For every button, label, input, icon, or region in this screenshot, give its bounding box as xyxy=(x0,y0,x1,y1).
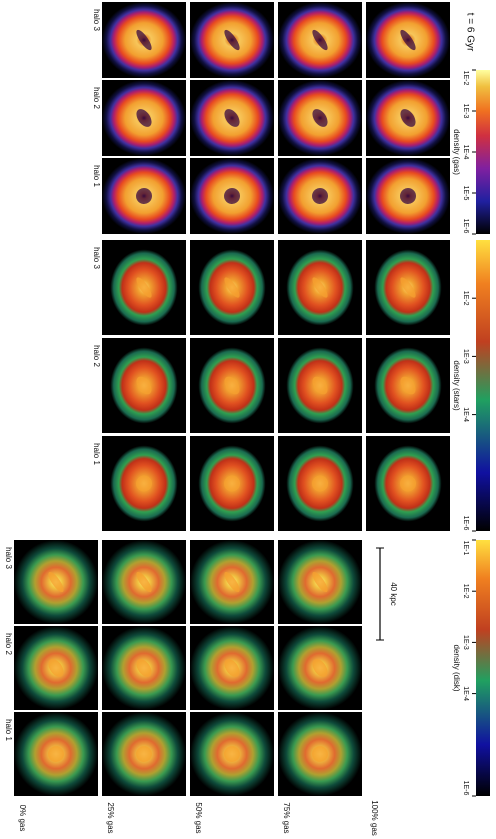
halo-label: halo 3 xyxy=(4,547,13,569)
panel-core xyxy=(224,746,240,762)
panel-core xyxy=(312,746,328,762)
colorbar-label: density (gas) xyxy=(452,129,461,175)
halo-label: halo 2 xyxy=(92,87,101,109)
halo-label: halo 3 xyxy=(92,9,101,31)
colorbar-label: density (disk) xyxy=(452,644,461,691)
halo-label: halo 2 xyxy=(4,633,13,655)
panel-core xyxy=(224,571,240,593)
halo-label: halo 2 xyxy=(92,345,101,367)
colorbar-tick-label: 1E-6 xyxy=(462,219,469,234)
panel-core xyxy=(136,188,152,204)
panel-core xyxy=(224,376,240,395)
colorbar xyxy=(476,240,490,531)
panel-core xyxy=(312,571,328,593)
halo-label: halo 1 xyxy=(92,165,101,187)
panel-core xyxy=(312,188,328,204)
halo-label: halo 1 xyxy=(92,443,101,465)
scale-bar-label: 40 kpc xyxy=(389,582,398,606)
colorbar-tick-label: 1E-6 xyxy=(462,781,469,796)
panel-core xyxy=(400,277,416,298)
colorbar xyxy=(476,540,490,796)
gas-fraction-label: 100% gas xyxy=(370,800,379,836)
panel-core xyxy=(312,277,328,298)
panel-core xyxy=(312,659,328,677)
panel-core xyxy=(136,376,152,395)
panel-core xyxy=(48,746,64,762)
panel-core xyxy=(224,109,240,127)
colorbar-tick-label: 1E-6 xyxy=(462,516,469,531)
panel-core xyxy=(400,475,416,492)
colorbar-tick-label: 1E-4 xyxy=(462,686,469,701)
panel-core xyxy=(400,187,416,204)
panel-core xyxy=(400,29,416,51)
panel-core xyxy=(312,376,328,395)
panel-core xyxy=(224,29,240,51)
panel-core xyxy=(136,746,152,762)
gas-fraction-label: 50% gas xyxy=(194,802,203,833)
panel-core xyxy=(136,29,152,51)
panel-core xyxy=(136,277,152,298)
panel-core xyxy=(312,475,328,492)
panel-core xyxy=(136,109,152,127)
gas-fraction-label: 75% gas xyxy=(282,802,291,833)
panel-core xyxy=(224,277,240,298)
panel-core xyxy=(136,659,152,677)
panel-core xyxy=(224,659,240,677)
colorbar xyxy=(476,70,490,234)
colorbar-tick-label: 1E-3 xyxy=(462,104,469,119)
panel-core xyxy=(400,376,416,395)
panel-core xyxy=(224,475,240,492)
colorbar-label: density (stars) xyxy=(452,360,461,411)
panel-core xyxy=(136,571,152,593)
panel-core xyxy=(48,659,64,677)
colorbar-tick-label: 1E-5 xyxy=(462,186,469,201)
panel-core xyxy=(312,29,328,51)
halo-label: halo 1 xyxy=(4,719,13,741)
panel-core xyxy=(48,571,64,593)
panel-core xyxy=(312,109,328,127)
colorbar-tick-label: 1E-4 xyxy=(462,407,469,422)
colorbar-tick-label: 1E-1 xyxy=(462,541,469,556)
colorbar-tick-label: 1E-4 xyxy=(462,145,469,160)
colorbar-tick-label: 1E-3 xyxy=(462,635,469,650)
halo-label: halo 3 xyxy=(92,247,101,269)
panel-core xyxy=(136,475,152,492)
colorbar-tick-label: 1E-2 xyxy=(462,584,469,599)
panel-core xyxy=(224,188,240,204)
colorbar-tick-label: 1E-2 xyxy=(462,71,469,86)
gas-fraction-label: 25% gas xyxy=(106,802,115,833)
panel-core xyxy=(400,109,416,127)
colorbar-tick-label: 1E-3 xyxy=(462,349,469,364)
time-label: t = 6 Gyr xyxy=(464,13,475,52)
gas-fraction-label: 0% gas xyxy=(18,805,27,832)
colorbar-tick-label: 1E-2 xyxy=(462,291,469,306)
